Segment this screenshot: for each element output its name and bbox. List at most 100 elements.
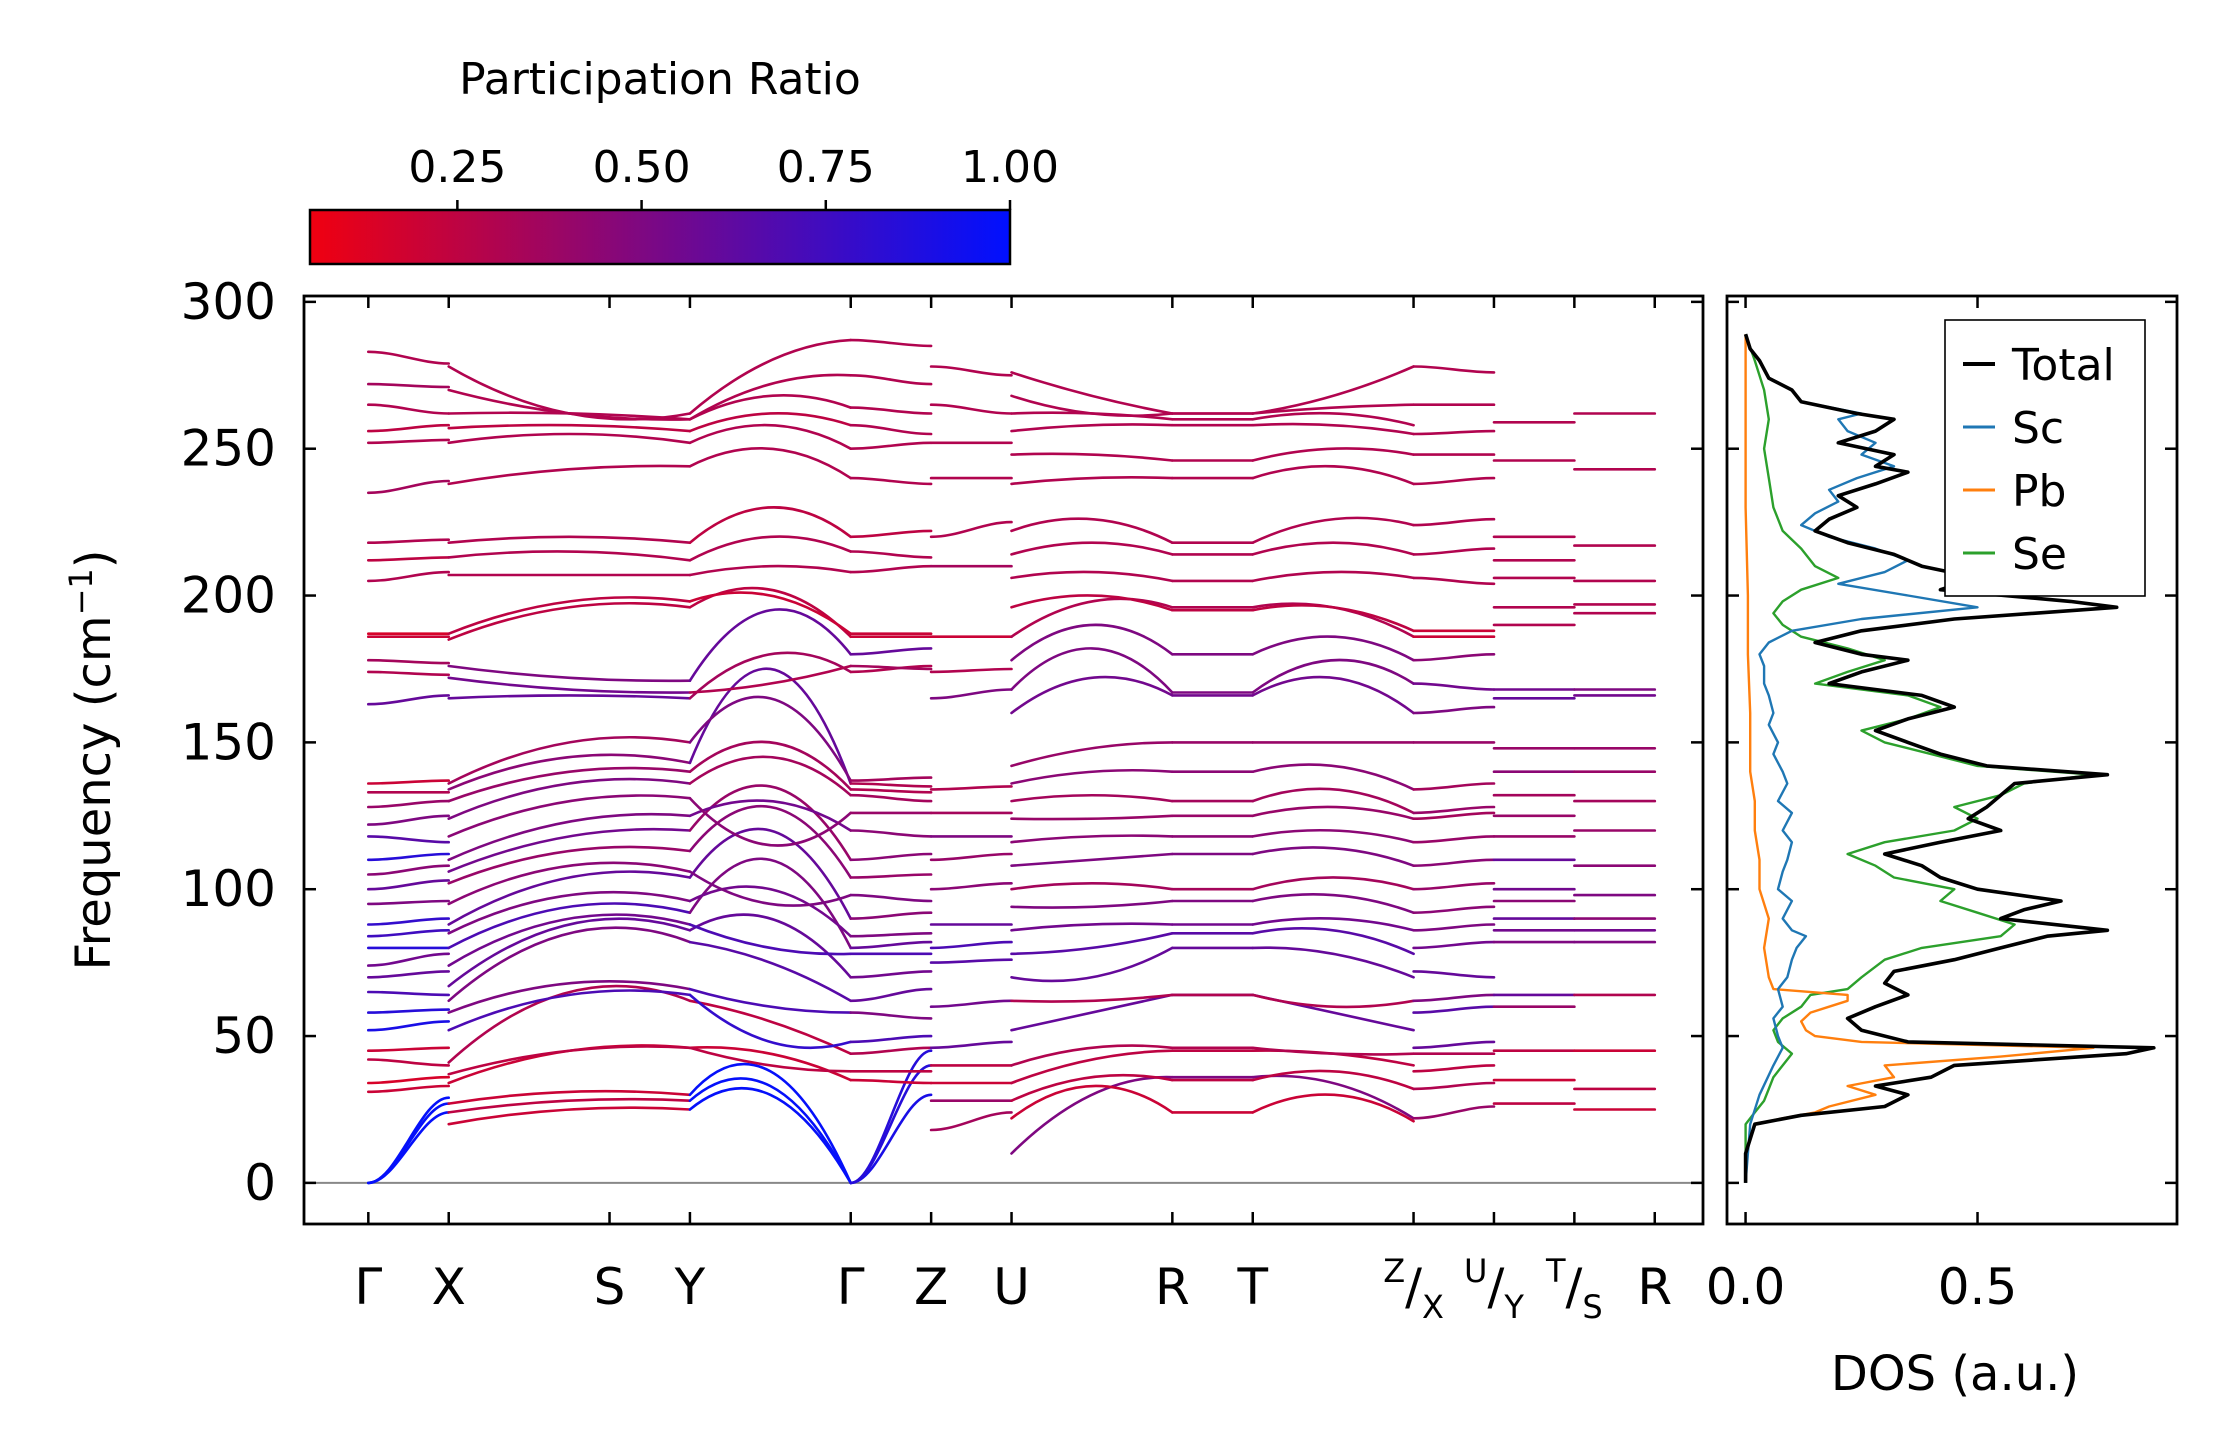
phonon-band xyxy=(1010,423,1174,433)
y-axis-label-end: ) xyxy=(66,549,122,568)
band-y-tick-label: 300 xyxy=(181,273,276,331)
phonon-band xyxy=(929,958,1013,964)
phonon-band xyxy=(849,441,933,450)
phonon-band xyxy=(1251,658,1415,694)
phonon-band xyxy=(849,550,933,559)
phonon-band xyxy=(929,403,1013,415)
phonon-band xyxy=(1251,1046,1415,1056)
phonon-band xyxy=(688,940,852,1003)
phonon-band xyxy=(688,827,852,920)
phonon-band xyxy=(688,1086,852,1185)
kpoint-label: R xyxy=(1637,1258,1672,1316)
phonon-band xyxy=(1251,805,1415,820)
phonon-band xyxy=(688,651,852,700)
phonon-band xyxy=(1010,852,1174,867)
band-y-tick-label: 250 xyxy=(181,420,276,478)
phonon-band xyxy=(929,785,1013,791)
phonon-band xyxy=(688,394,852,421)
phonon-band xyxy=(849,1046,933,1055)
phonon-band xyxy=(1010,814,1174,821)
phonon-band xyxy=(447,694,692,700)
phonon-band xyxy=(447,365,692,421)
phonon-band xyxy=(447,913,692,967)
phonon-band xyxy=(1251,1074,1415,1120)
colorbar-ticks: 0.25 0.50 0.75 1.00 xyxy=(408,142,1059,264)
phonon-band xyxy=(1010,541,1174,556)
phonon-bands xyxy=(367,338,1657,1185)
legend-label: Pb xyxy=(2012,466,2066,517)
phonon-band xyxy=(447,989,692,1032)
phonon-band xyxy=(447,926,692,1003)
legend: Total Sc Pb Se xyxy=(1944,319,2146,597)
phonon-band xyxy=(447,979,692,1014)
kpoint-label-part: / xyxy=(1405,1258,1422,1316)
colorbar: Participation Ratio 0.25 0.50 0.75 1.00 xyxy=(308,54,1059,266)
phonon-band xyxy=(688,987,852,1014)
phonon-band xyxy=(367,779,450,785)
phonon-band xyxy=(1010,594,1174,612)
kpoint-label: X xyxy=(432,1258,466,1316)
phonon-band xyxy=(929,520,1013,539)
phonon-band xyxy=(849,564,933,574)
phonon-band xyxy=(688,799,852,832)
colorbar-tick-label: 0.25 xyxy=(408,142,506,193)
phonon-band xyxy=(367,658,450,665)
kpoint-label: Z xyxy=(914,1258,948,1316)
phonon-band xyxy=(447,1097,692,1114)
phonon-band xyxy=(447,1106,692,1126)
band-axes-frame xyxy=(302,294,1705,1226)
kpoint-label-part: T xyxy=(1236,1258,1268,1316)
phonon-band xyxy=(1412,993,1496,1003)
phonon-band xyxy=(849,829,933,838)
phonon-band xyxy=(849,782,933,788)
kpoint-label-part: R xyxy=(1637,1258,1672,1316)
phonon-band xyxy=(367,438,450,445)
phonon-band xyxy=(1412,858,1496,867)
kpoint-label: R xyxy=(1155,1258,1190,1316)
phonon-band xyxy=(1412,923,1496,932)
phonon-band xyxy=(929,1040,1013,1050)
phonon-band xyxy=(367,670,450,677)
kpoint-label-part: X xyxy=(1422,1288,1444,1326)
phonon-band xyxy=(447,596,692,635)
phonon-band xyxy=(1010,394,1174,417)
phonon-band xyxy=(1010,623,1174,662)
phonon-band xyxy=(1010,570,1174,583)
phonon-band xyxy=(447,917,692,988)
phonon-band xyxy=(447,812,692,862)
kpoint-label-part: Y xyxy=(674,1258,706,1316)
phonon-band xyxy=(1010,793,1174,803)
phonon-band xyxy=(1251,422,1415,436)
phonon-band xyxy=(367,1084,450,1094)
phonon-band xyxy=(367,694,450,706)
phonon-band xyxy=(1010,597,1174,638)
phonon-band xyxy=(849,338,933,348)
phonon-band xyxy=(1010,517,1174,544)
band-x-ticks: Γ X S Y Γ Z U R T Z/XU/YT/S R xyxy=(354,296,1672,1326)
phonon-band xyxy=(367,879,450,891)
phonon-band xyxy=(1251,411,1415,427)
phonon-band xyxy=(367,1111,450,1185)
dos-curve-se xyxy=(1744,333,2095,1183)
phonon-band xyxy=(1412,705,1496,715)
kpoint-label: Z/X xyxy=(1383,1252,1444,1326)
phonon-band xyxy=(1010,932,1174,956)
phonon-band xyxy=(929,852,1013,862)
colorbar-tick-label: 0.50 xyxy=(593,142,691,193)
phonon-band xyxy=(1412,1064,1496,1073)
phonon-band xyxy=(688,664,852,694)
phonon-band xyxy=(367,538,450,544)
phonon-band xyxy=(447,1045,692,1076)
phonon-band xyxy=(367,990,450,997)
phonon-band xyxy=(849,776,933,782)
phonon-band xyxy=(688,1077,852,1185)
phonon-band xyxy=(688,993,852,1049)
kpoint-label: T/S xyxy=(1545,1252,1603,1326)
kpoint-label: U/Y xyxy=(1464,1252,1524,1326)
dos-axes-frame xyxy=(1725,294,2179,1226)
phonon-band xyxy=(447,664,692,683)
phonon-band xyxy=(447,890,692,935)
phonon-band xyxy=(849,940,933,950)
phonon-band xyxy=(688,796,852,847)
